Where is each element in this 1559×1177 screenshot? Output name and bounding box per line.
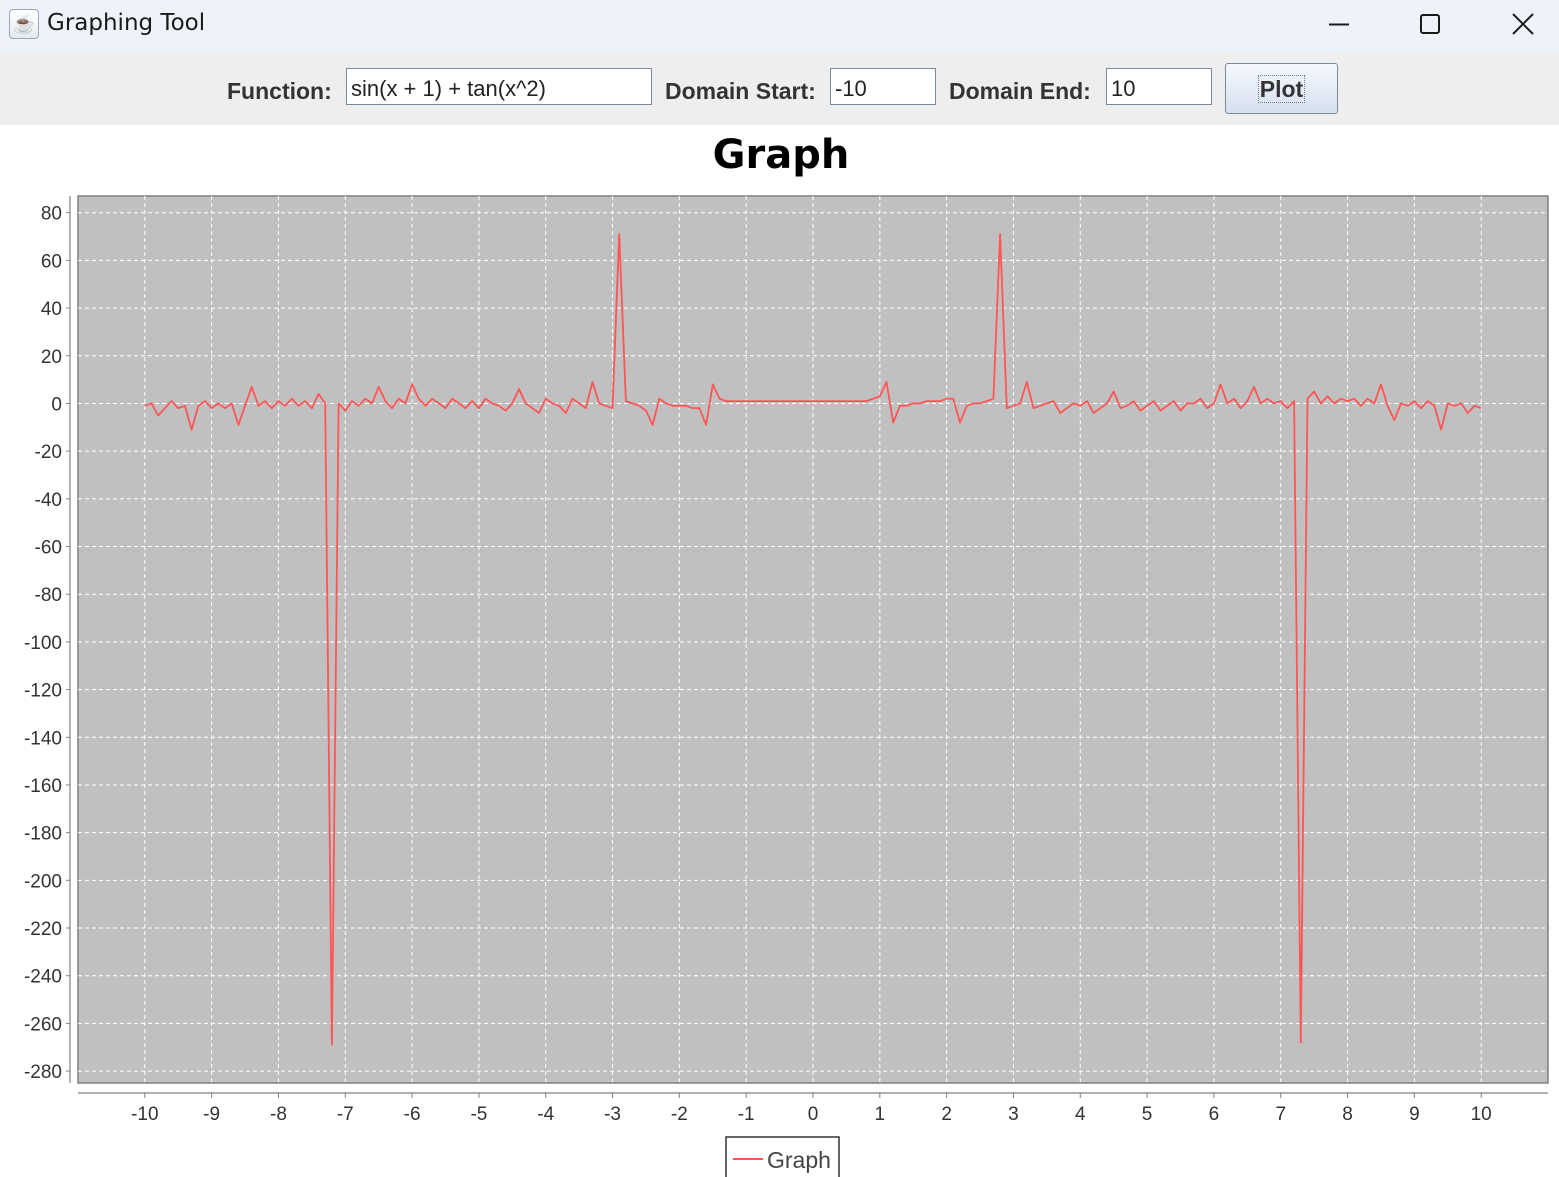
y-tick-label: 80 xyxy=(41,204,62,225)
legend: Graph xyxy=(725,1136,840,1177)
x-tick-label: 6 xyxy=(1209,1104,1220,1125)
x-tick-label: 3 xyxy=(1008,1104,1019,1125)
function-input[interactable] xyxy=(346,68,652,105)
y-tick-label: -80 xyxy=(35,585,62,606)
x-tick-label: 2 xyxy=(941,1104,952,1125)
x-tick-label: 10 xyxy=(1471,1104,1492,1125)
y-tick-label: -200 xyxy=(24,871,62,892)
x-tick-label: -3 xyxy=(604,1104,621,1125)
chart-panel: Graph 80 60 40 20 0 -20 -40 -60 -80 -100 -120 -140-… xyxy=(0,125,1559,1177)
x-tick-label: 0 xyxy=(808,1104,819,1125)
y-tick-label: -20 xyxy=(35,442,62,463)
x-tick-label: 4 xyxy=(1075,1104,1086,1125)
x-tick-label: 5 xyxy=(1142,1104,1153,1125)
window-title: Graphing Tool xyxy=(47,10,206,36)
line-chart: Graph 806040200-20-40-60-80-100-120-140-… xyxy=(24,132,1549,1177)
y-tick-label: -260 xyxy=(24,1014,62,1035)
minimize-icon xyxy=(1329,23,1349,26)
x-tick-label: -9 xyxy=(203,1104,220,1125)
y-tick-label: -140 xyxy=(24,728,62,749)
close-icon xyxy=(1512,13,1534,35)
y-tick-label: -220 xyxy=(24,919,62,940)
minimize-button[interactable] xyxy=(1293,0,1385,50)
input-toolbar: Function: Domain Start: Domain End: Plot xyxy=(0,52,1559,125)
x-tick-label: 1 xyxy=(875,1104,886,1125)
chart-title: Graph xyxy=(713,132,850,178)
y-tick-label: -240 xyxy=(24,967,62,988)
domain-end-label: Domain End: xyxy=(949,78,1091,104)
y-tick-label: -160 xyxy=(24,776,62,797)
y-tick-label: 40 xyxy=(41,299,62,320)
y-tick-label: -280 xyxy=(24,1062,62,1083)
x-tick-label: -1 xyxy=(738,1104,755,1125)
y-tick-label: -180 xyxy=(24,824,62,845)
domain-end-input[interactable] xyxy=(1106,68,1212,105)
x-tick-label: -5 xyxy=(470,1104,487,1125)
x-tick-label: -4 xyxy=(537,1104,554,1125)
plot-button-label: Plot xyxy=(1257,74,1306,103)
plot-button[interactable]: Plot xyxy=(1225,63,1338,114)
x-tick-label: -2 xyxy=(671,1104,688,1125)
y-axis: 80 60 40 20 0 -20 -40 -60 -80 -100 -120 -140 -160 -18… xyxy=(24,204,70,1083)
domain-start-input[interactable] xyxy=(830,68,936,105)
java-cup-icon[interactable]: ☕ xyxy=(9,9,39,39)
y-tick-label: -120 xyxy=(24,681,62,702)
function-label: Function: xyxy=(227,78,332,104)
x-tick-label: -6 xyxy=(404,1104,421,1125)
x-axis: -10 -9 -8 -7 -6 -5 -4 -3 -2 -1 0 1 2 3 4 5 6 7 8 9 10 xyxy=(131,1093,1492,1125)
grid-lines xyxy=(78,196,1548,1083)
x-tick-label: 7 xyxy=(1275,1104,1286,1125)
domain-start-label: Domain Start: xyxy=(665,78,816,104)
legend-box xyxy=(725,1136,840,1177)
maximize-button[interactable] xyxy=(1384,0,1476,50)
series-group xyxy=(144,233,1482,1046)
close-button[interactable] xyxy=(1477,0,1559,50)
y-tick-label: 20 xyxy=(41,347,62,368)
y-tick-label: 0 xyxy=(51,394,62,415)
x-tick-label: -8 xyxy=(270,1104,287,1125)
y-tick-label: -100 xyxy=(24,633,62,654)
y-tick-label: -40 xyxy=(35,490,62,511)
x-tick-label: -10 xyxy=(131,1104,158,1125)
legend-label: Graph xyxy=(767,1147,831,1173)
y-tick-label: -60 xyxy=(35,538,62,559)
maximize-icon xyxy=(1420,14,1440,34)
x-tick-label: -7 xyxy=(337,1104,354,1125)
x-tick-label: 9 xyxy=(1409,1104,1420,1125)
title-bar[interactable]: ☕ Graphing Tool xyxy=(0,0,1559,52)
y-tick-label: 60 xyxy=(41,251,62,272)
series-line-graph xyxy=(144,233,1482,1046)
x-tick-label: 8 xyxy=(1342,1104,1353,1125)
